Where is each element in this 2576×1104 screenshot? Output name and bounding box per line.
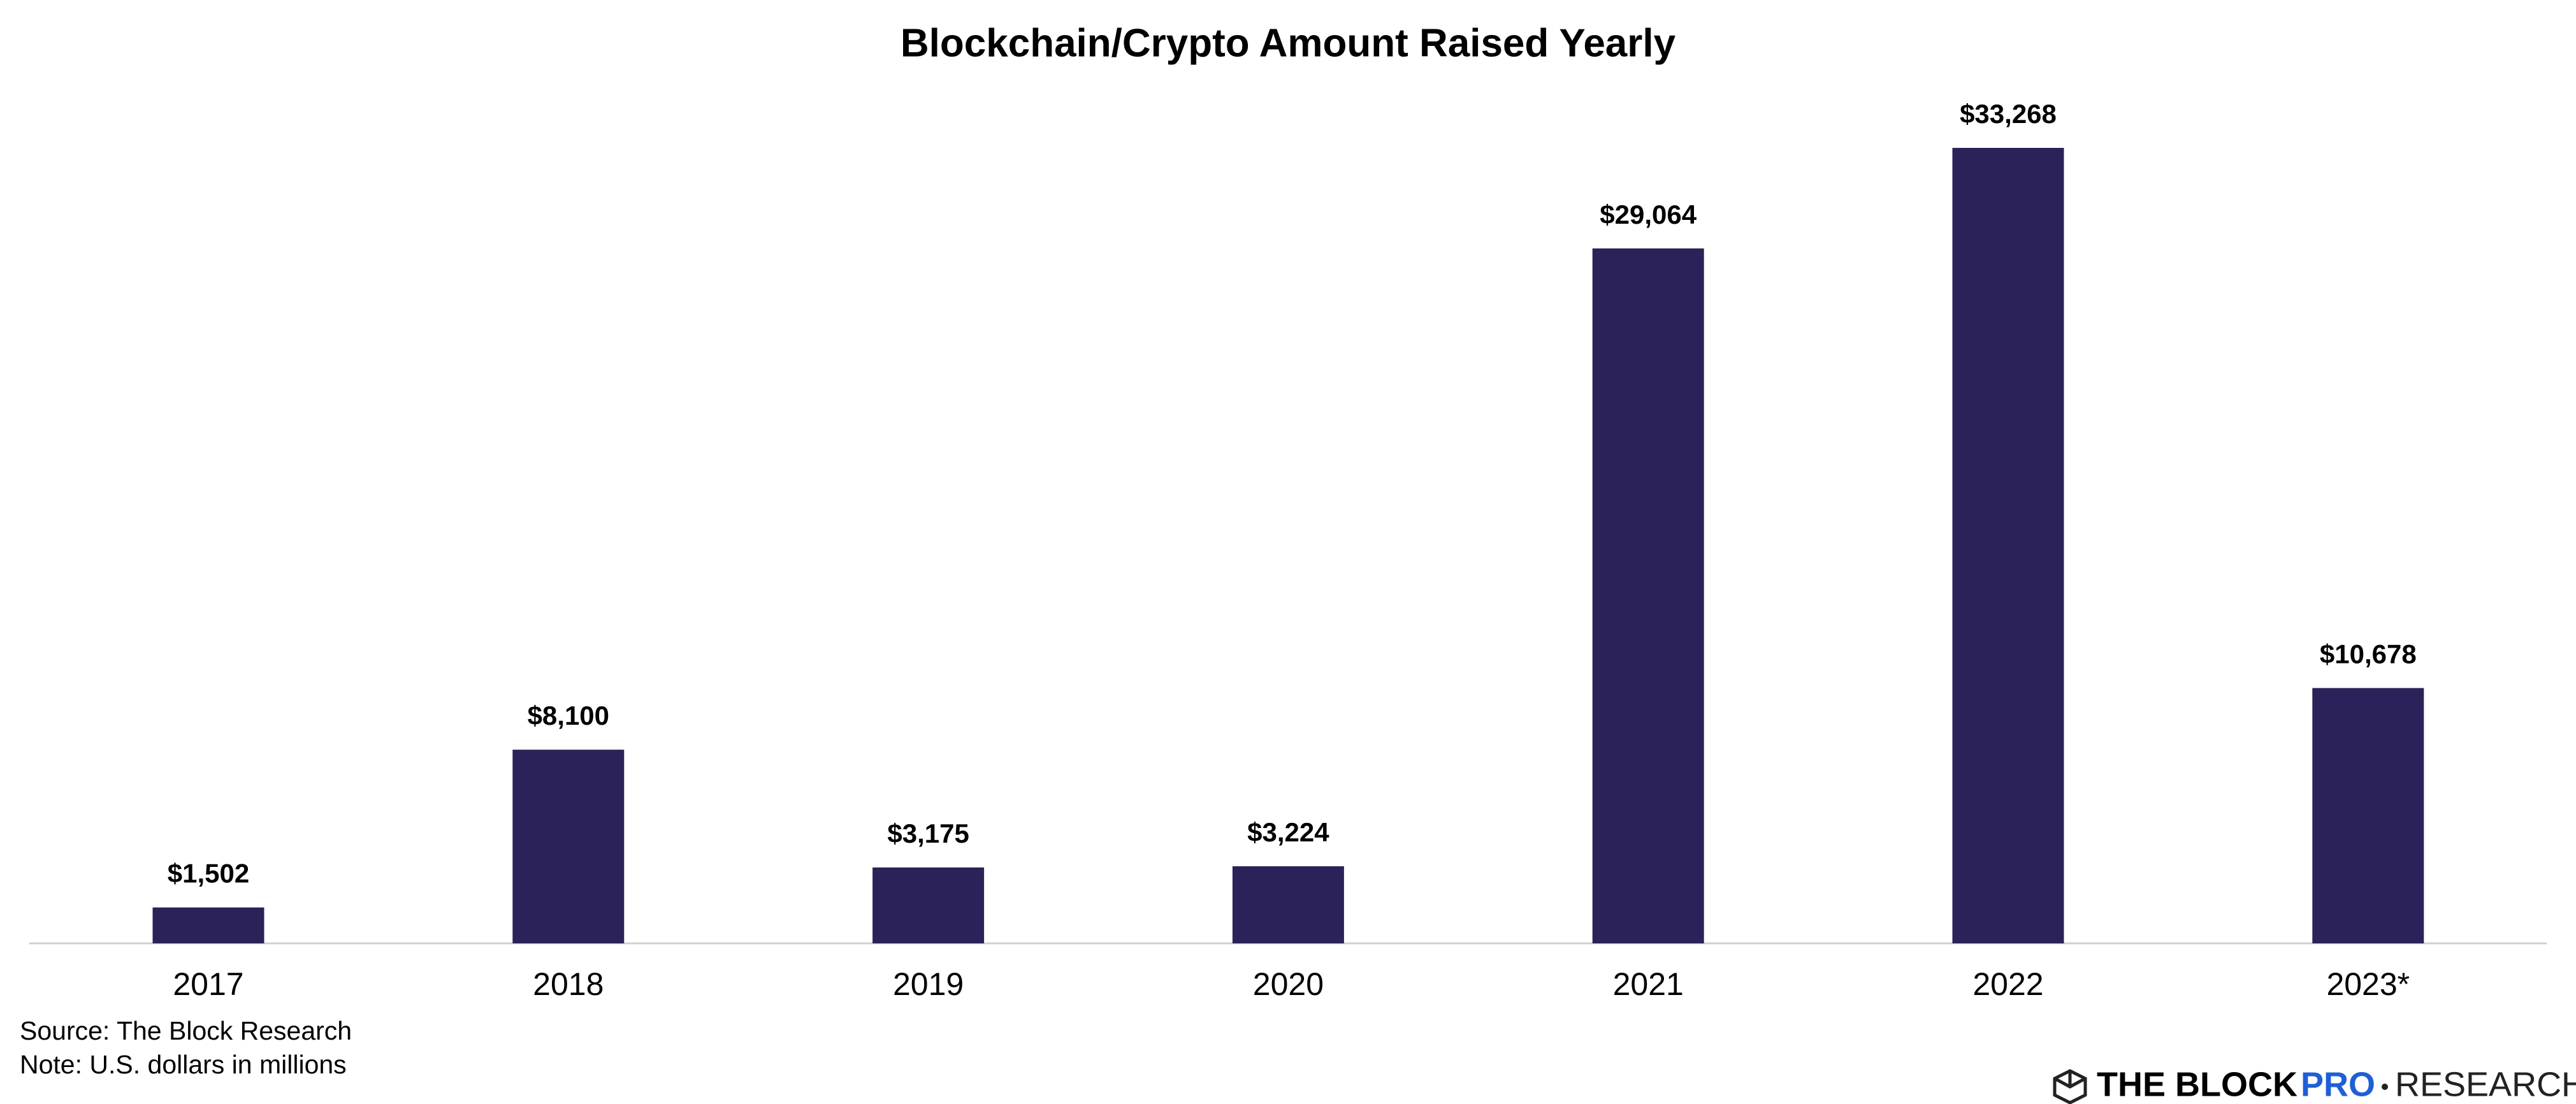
bar: [872, 867, 985, 943]
x-tick-label: 2018: [533, 966, 604, 1002]
bar: [1232, 866, 1344, 943]
bar: [512, 750, 625, 943]
source: Source: The Block Research: [20, 1016, 352, 1045]
x-tick-label: 2022: [1972, 966, 2043, 1002]
x-tick-label: 2021: [1613, 966, 1684, 1002]
chart-title: Blockchain/Crypto Amount Raised Yearly: [901, 21, 1676, 65]
x-tick-label: 2023*: [2326, 966, 2410, 1002]
logo-dot: [2382, 1084, 2388, 1090]
value-label: $1,502: [168, 859, 249, 889]
bar: [1952, 148, 2064, 943]
value-label: $3,175: [887, 818, 969, 848]
note: Note: U.S. dollars in millions: [20, 1050, 347, 1079]
value-label: $29,064: [1600, 200, 1697, 229]
logo-brand: THE BLOCK: [2097, 1065, 2297, 1103]
value-label: $3,224: [1247, 817, 1329, 847]
bar: [1592, 248, 1704, 943]
value-label: $10,678: [2320, 639, 2417, 669]
logo-tier: PRO: [2301, 1065, 2375, 1103]
x-tick-label: 2017: [173, 966, 243, 1002]
x-tick-label: 2019: [893, 966, 964, 1002]
logo-icon: [2053, 1069, 2087, 1104]
x-tick-label: 2020: [1253, 966, 1324, 1002]
logo-suffix: RESEARCH: [2395, 1065, 2576, 1103]
value-label: $8,100: [528, 701, 609, 730]
bar: [2312, 688, 2424, 943]
logo: THE BLOCK PRO RESEARCH: [2053, 1065, 2576, 1104]
value-label: $33,268: [1960, 99, 2057, 129]
bar: [152, 907, 264, 943]
